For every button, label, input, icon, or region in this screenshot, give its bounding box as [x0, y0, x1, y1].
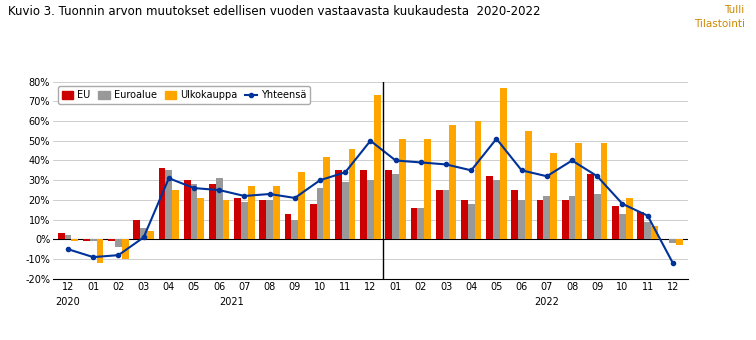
Bar — [651, 225, 658, 239]
Bar — [241, 202, 248, 239]
Bar — [676, 239, 683, 245]
Bar — [511, 190, 518, 239]
Bar — [593, 194, 600, 239]
Bar — [259, 200, 266, 239]
Bar — [637, 212, 644, 239]
Bar — [342, 182, 349, 239]
Bar — [360, 170, 367, 239]
Bar — [64, 235, 71, 239]
Bar — [234, 198, 241, 239]
Bar — [266, 200, 273, 239]
Bar — [373, 96, 380, 239]
Bar — [411, 208, 417, 239]
Bar — [600, 143, 607, 239]
Bar — [115, 239, 122, 247]
Legend: EU, Euroalue, Ulkokauppa, Yhteensä: EU, Euroalue, Ulkokauppa, Yhteensä — [57, 86, 310, 104]
Bar — [619, 214, 626, 239]
Bar — [291, 220, 298, 239]
Bar — [475, 121, 482, 239]
Text: 2020: 2020 — [56, 296, 80, 307]
Bar — [392, 174, 399, 239]
Bar — [424, 139, 431, 239]
Bar — [587, 174, 593, 239]
Bar — [486, 176, 493, 239]
Bar — [71, 239, 78, 241]
Text: Kuvio 3. Tuonnin arvon muutokset edellisen vuoden vastaavasta kuukaudesta  2020-: Kuvio 3. Tuonnin arvon muutokset edellis… — [8, 5, 540, 18]
Bar — [525, 131, 531, 239]
Bar — [518, 200, 525, 239]
Bar — [493, 180, 500, 239]
Text: Tulli
Tilastointi: Tulli Tilastointi — [694, 5, 745, 29]
Bar — [669, 239, 676, 243]
Bar — [298, 172, 305, 239]
Bar — [417, 208, 424, 239]
Bar — [57, 234, 64, 239]
Bar — [442, 190, 449, 239]
Bar — [461, 200, 468, 239]
Bar — [349, 149, 355, 239]
Bar — [468, 204, 475, 239]
Bar — [273, 186, 280, 239]
Bar — [500, 87, 507, 239]
Bar — [399, 139, 406, 239]
Bar — [248, 186, 255, 239]
Bar — [184, 180, 191, 239]
Bar — [108, 239, 115, 241]
Bar — [284, 214, 291, 239]
Bar — [544, 196, 550, 239]
Bar — [209, 184, 215, 239]
Bar — [141, 227, 147, 239]
Bar — [562, 200, 569, 239]
Text: 2022: 2022 — [534, 296, 559, 307]
Bar — [147, 232, 153, 239]
Bar — [386, 170, 392, 239]
Bar — [324, 156, 330, 239]
Bar — [449, 125, 456, 239]
Bar — [166, 170, 172, 239]
Bar — [222, 200, 229, 239]
Bar — [310, 204, 317, 239]
Bar — [335, 170, 342, 239]
Bar — [90, 239, 97, 241]
Bar — [83, 239, 90, 241]
Bar — [367, 180, 373, 239]
Bar — [191, 184, 197, 239]
Bar — [569, 196, 575, 239]
Bar — [644, 222, 651, 239]
Bar — [612, 206, 619, 239]
Bar — [122, 239, 129, 259]
Bar — [133, 220, 140, 239]
Bar — [172, 190, 179, 239]
Bar — [537, 200, 544, 239]
Bar — [626, 198, 633, 239]
Bar — [317, 188, 324, 239]
Text: 2021: 2021 — [219, 296, 244, 307]
Bar — [197, 198, 204, 239]
Bar — [575, 143, 582, 239]
Bar — [435, 190, 442, 239]
Bar — [97, 239, 104, 263]
Bar — [215, 178, 222, 239]
Bar — [159, 168, 166, 239]
Bar — [550, 153, 557, 239]
